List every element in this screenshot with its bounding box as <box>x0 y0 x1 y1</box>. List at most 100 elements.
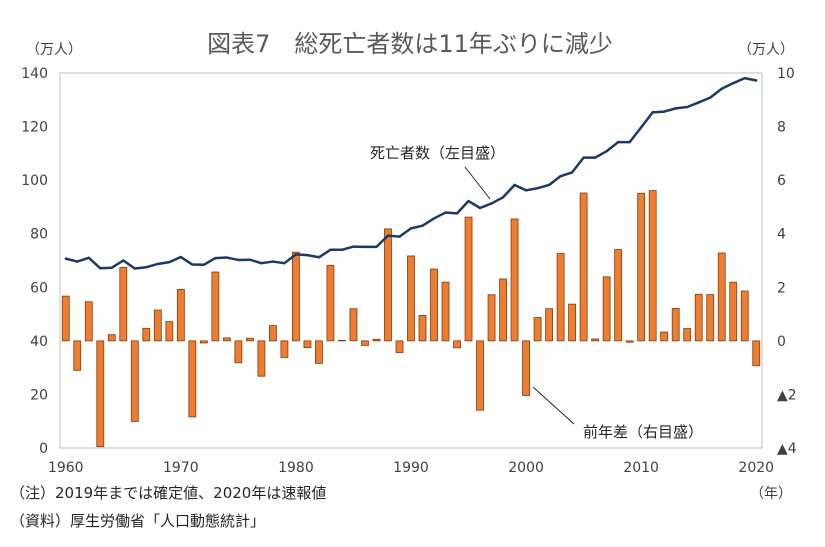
deaths-line-series <box>64 76 758 270</box>
left-axis-tick-label: 0 <box>39 441 48 457</box>
deaths-point-2003 <box>559 174 562 178</box>
deaths-point-1967 <box>145 266 148 269</box>
diff-bar-2004 <box>568 303 577 342</box>
deaths-point-1996 <box>478 206 482 210</box>
diff-bar-1966 <box>130 340 139 422</box>
x-axis-tick-labels: 1960 1970 1980 1990 2000 2010 2020 <box>48 460 774 476</box>
deaths-point-2016 <box>709 96 712 99</box>
right-axis-tick-labels: ▲4 ▲2 0 2 4 6 8 10 <box>777 66 797 457</box>
deaths-point-1976 <box>248 258 252 261</box>
deaths-point-1998 <box>501 196 505 199</box>
diff-bar-2006 <box>591 338 600 342</box>
diff-bar-1991 <box>418 315 427 342</box>
deaths-point-1973 <box>214 256 217 260</box>
diff-bar-1983 <box>326 264 335 342</box>
diff-bar-1977 <box>257 340 266 377</box>
deaths-point-2009 <box>628 140 631 144</box>
deaths-point-1991 <box>421 224 424 227</box>
right-axis-unit: （万人） <box>738 42 794 58</box>
diff-bar-2012 <box>660 331 669 342</box>
diff-bar-2008 <box>614 249 623 342</box>
left-axis-tick-label: 20 <box>30 387 48 403</box>
deaths-point-2001 <box>536 186 539 190</box>
diff-bar-2007 <box>602 276 611 342</box>
deaths-point-1975 <box>237 258 240 262</box>
deaths-series-label: 死亡者数（左目盛） <box>370 144 505 162</box>
deaths-point-1977 <box>260 261 263 265</box>
diff-bar-1961 <box>73 340 82 371</box>
diff-bar-1960 <box>61 295 70 342</box>
deaths-point-1984 <box>340 248 344 251</box>
left-axis-tick-labels: 0 20 40 60 80 100 120 140 <box>21 66 48 457</box>
deaths-point-1992 <box>432 217 436 220</box>
diff-bar-2014 <box>683 328 692 342</box>
deaths-point-2014 <box>686 105 689 109</box>
deaths-point-2002 <box>547 183 551 187</box>
right-axis-tick-label: ▲2 <box>777 387 797 403</box>
diff-bar-2002 <box>545 308 553 342</box>
diff-bar-1975 <box>234 340 243 364</box>
diff-bar-1997 <box>487 294 496 342</box>
diff-bar-1978 <box>268 325 277 342</box>
diff-bar-1964 <box>107 334 116 342</box>
deaths-point-1971 <box>191 263 194 266</box>
deaths-point-1978 <box>271 260 275 263</box>
diff-bar-1990 <box>407 255 415 342</box>
x-axis-unit: （年） <box>750 486 792 502</box>
diff-bar-1965 <box>119 267 128 342</box>
deaths-point-1966 <box>133 267 136 270</box>
diff-bar-2010 <box>637 192 646 342</box>
diff-bar-1994 <box>453 340 461 349</box>
diff-series-label: 前年差（右目盛） <box>583 423 703 441</box>
diff-bar-1998 <box>499 278 507 342</box>
deaths-point-1989 <box>398 235 401 238</box>
diff-bar-1970 <box>176 289 185 342</box>
diff-bar-1969 <box>165 321 174 342</box>
diff-bar-series <box>61 190 761 448</box>
deaths-point-2000 <box>524 189 528 192</box>
chart-title: 図表7 総死亡者数は11年ぶりに減少 <box>207 30 613 58</box>
deaths-point-1965 <box>122 259 125 262</box>
left-axis-tick-label: 60 <box>30 280 48 296</box>
diff-bar-2011 <box>648 190 657 342</box>
diff-bar-1999 <box>510 218 519 342</box>
diff-bar-1986 <box>361 340 369 346</box>
deaths-point-1961 <box>76 260 79 263</box>
deaths-point-1982 <box>317 256 321 259</box>
diff-bar-1979 <box>280 340 289 358</box>
left-axis-tick-label: 100 <box>21 173 48 189</box>
diff-bar-1985 <box>349 308 358 342</box>
diff-bar-1963 <box>96 340 105 448</box>
deaths-point-1980 <box>294 253 298 256</box>
deaths-point-2011 <box>651 111 654 114</box>
deaths-point-2012 <box>662 110 666 113</box>
diff-bar-1987 <box>372 338 381 342</box>
deaths-point-2007 <box>605 150 608 153</box>
deaths-point-1964 <box>110 266 113 269</box>
deaths-point-1970 <box>179 255 183 259</box>
deaths-point-1981 <box>306 253 309 257</box>
left-axis-tick-label: 140 <box>21 66 48 82</box>
diff-bar-1962 <box>84 301 93 342</box>
diff-bar-2005 <box>579 192 588 342</box>
diff-label-leader-line <box>532 386 575 425</box>
x-axis-tick-label: 2010 <box>623 460 659 476</box>
diff-bar-1967 <box>142 327 151 342</box>
deaths-point-2017 <box>720 87 723 91</box>
diff-bar-2000 <box>522 340 530 396</box>
deaths-point-1983 <box>329 248 332 251</box>
right-axis-tick-label: 2 <box>777 280 786 296</box>
deaths-point-1962 <box>87 256 90 260</box>
right-axis-tick-label: ▲4 <box>777 441 797 457</box>
deaths-point-1993 <box>444 211 447 214</box>
diff-bar-1976 <box>245 337 254 342</box>
footnote-note: （注）2019年までは確定値、2020年は速報値 <box>10 484 326 502</box>
left-axis-unit: （万人） <box>26 42 82 58</box>
diff-bar-1984 <box>338 339 346 342</box>
deaths-point-1972 <box>202 263 206 266</box>
deaths-point-1979 <box>283 261 286 265</box>
diff-bar-1982 <box>315 340 323 364</box>
left-axis-tick-label: 80 <box>30 227 48 243</box>
right-axis-tick-label: 10 <box>777 66 795 82</box>
